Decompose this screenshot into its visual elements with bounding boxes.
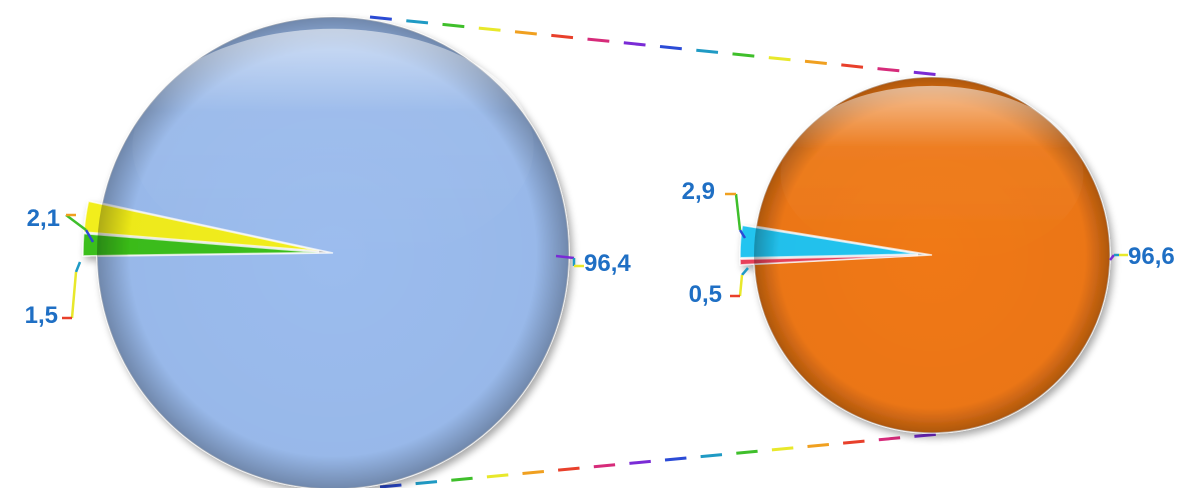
- data-label-right-2: 2,9: [682, 178, 715, 205]
- series-line-bottom: [736, 449, 758, 455]
- series-line-top: [877, 67, 900, 73]
- series-line-bottom: [629, 459, 651, 465]
- data-labels: 96,4 2,1 1,5 96,6 2,9 0,5: [25, 178, 1175, 329]
- leader-line-segment: [74, 261, 82, 273]
- data-label-right-1: 96,6: [1128, 243, 1175, 270]
- series-line-top: [913, 70, 936, 76]
- series-line-top: [514, 30, 537, 36]
- data-label-left-1: 96,4: [584, 250, 631, 277]
- data-label-left-3: 1,5: [25, 302, 58, 329]
- series-line-top: [369, 15, 392, 21]
- series-line-bottom: [807, 443, 830, 448]
- series-line-top: [841, 63, 864, 69]
- series-lines: [369, 15, 936, 488]
- series-line-top: [587, 37, 610, 43]
- data-label-right-3: 0,5: [689, 281, 722, 308]
- series-line-top: [732, 52, 755, 58]
- series-line-top: [804, 59, 827, 65]
- pie-gloss: [132, 28, 534, 265]
- series-line-top: [406, 19, 429, 25]
- series-line-top: [659, 45, 682, 51]
- leader-line-segment: [84, 229, 95, 243]
- leader-line-segment: [1109, 254, 1115, 261]
- leader-line-segment: [738, 229, 747, 239]
- leader-line-segment: [734, 193, 742, 231]
- data-label-left-2: 2,1: [27, 205, 60, 232]
- leader-line-segment: [70, 271, 78, 319]
- series-line-top: [623, 41, 646, 47]
- series-line-bottom: [522, 470, 545, 475]
- leader-lines: [62, 192, 1128, 320]
- series-line-bottom: [415, 480, 438, 486]
- series-line-bottom: [771, 446, 794, 452]
- series-line-bottom: [379, 483, 402, 488]
- series-line-bottom: [878, 436, 901, 442]
- series-line-bottom: [700, 453, 723, 459]
- series-line-bottom: [664, 456, 687, 462]
- series-line-top: [696, 48, 719, 54]
- series-line-top: [768, 56, 791, 62]
- leader-line-segment: [555, 254, 575, 260]
- pie-right: [739, 76, 1111, 434]
- series-line-bottom: [593, 463, 616, 469]
- leader-line-segment: [741, 267, 749, 276]
- leader-line-segment: [738, 274, 744, 297]
- series-line-bottom: [914, 432, 936, 438]
- series-line-top: [551, 33, 574, 40]
- series-line-bottom: [451, 476, 473, 482]
- series-line-top: [478, 26, 501, 32]
- series-line-top: [442, 22, 465, 29]
- pie-gloss: [780, 85, 1084, 264]
- series-line-bottom: [557, 466, 580, 472]
- pie-left: [82, 16, 570, 488]
- series-line-bottom: [842, 439, 865, 445]
- series-line-bottom: [486, 473, 509, 479]
- leader-line-segment: [65, 214, 87, 231]
